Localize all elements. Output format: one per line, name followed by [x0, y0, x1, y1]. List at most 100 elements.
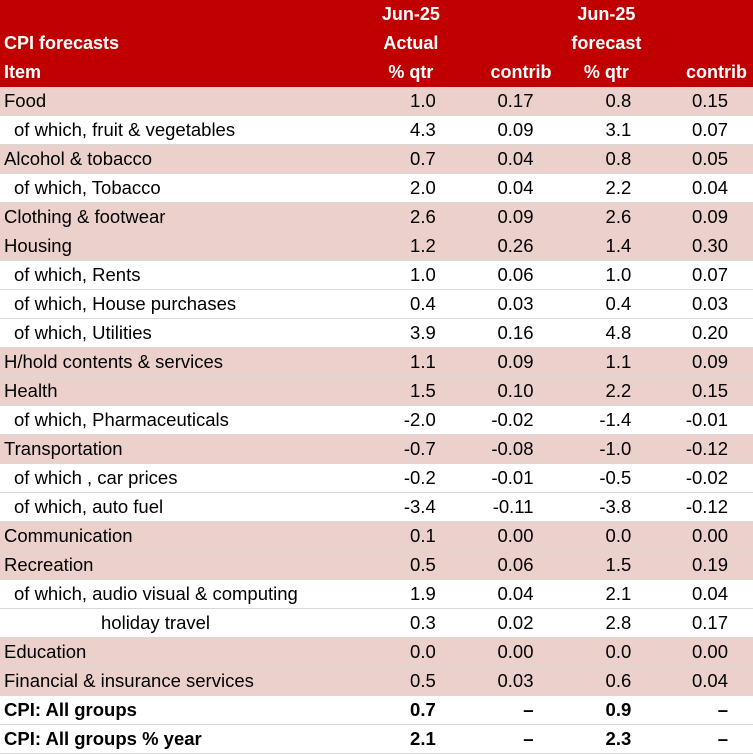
- header-cell: Jun-25: [362, 0, 460, 29]
- header-cell: Actual: [362, 29, 460, 58]
- value-cell: 2.0: [362, 173, 460, 203]
- value-cell: 1.1: [362, 347, 460, 377]
- value-cell: -0.7: [362, 434, 460, 464]
- value-cell: 0.16: [459, 318, 558, 348]
- row-label: of which, auto fuel: [0, 492, 362, 522]
- value-cell: 3.9: [362, 318, 460, 348]
- value-cell: 0.0: [362, 637, 460, 667]
- value-cell: 0.09: [459, 115, 558, 145]
- header-cell: [459, 29, 558, 58]
- row-label: of which, House purchases: [0, 289, 362, 319]
- value-cell: 0.06: [459, 260, 558, 290]
- value-cell: 1.4: [557, 231, 656, 261]
- value-cell: 2.8: [557, 608, 656, 638]
- row-label: Recreation: [0, 550, 362, 580]
- row-label: of which, fruit & vegetables: [0, 115, 362, 145]
- value-cell: 0.04: [459, 173, 558, 203]
- value-cell: 0.15: [655, 87, 753, 116]
- value-cell: 0.09: [655, 347, 753, 377]
- row-label: H/hold contents & services: [0, 347, 362, 377]
- value-cell: -0.01: [655, 405, 753, 435]
- value-cell: 0.4: [557, 289, 656, 319]
- row-label: of which , car prices: [0, 463, 362, 493]
- value-cell: 0.07: [655, 260, 753, 290]
- value-cell: 0.06: [459, 550, 558, 580]
- value-cell: 0.10: [459, 376, 558, 406]
- value-cell: –: [655, 724, 753, 754]
- value-cell: 2.6: [557, 202, 656, 232]
- row-label: of which, Pharmaceuticals: [0, 405, 362, 435]
- header-cell: contrib: [459, 58, 558, 87]
- row-label: Communication: [0, 521, 362, 551]
- value-cell: 0.19: [655, 550, 753, 580]
- value-cell: 0.7: [362, 144, 460, 174]
- header-row-3: Item % qtr contrib % qtr contrib: [0, 58, 753, 87]
- table-row: of which, Pharmaceuticals -2.0 -0.02 -1.4 -0…: [0, 405, 753, 435]
- value-cell: 2.6: [362, 202, 460, 232]
- table-row: holiday travel 0.3 0.02 2.8 0.17: [0, 608, 753, 638]
- value-cell: 0.8: [557, 87, 656, 116]
- header-row-1: Jun-25 Jun-25: [0, 0, 753, 29]
- row-label: CPI: All groups: [0, 695, 362, 725]
- table-row: of which, Utilities 3.9 0.16 4.8 0.20: [0, 318, 753, 348]
- header-cell: Jun-25: [557, 0, 656, 29]
- value-cell: 0.6: [557, 666, 656, 696]
- value-cell: 1.0: [362, 87, 460, 116]
- table-row: Recreation 0.5 0.06 1.5 0.19: [0, 550, 753, 580]
- row-label: Education: [0, 637, 362, 667]
- table-title: CPI forecasts: [0, 29, 362, 58]
- value-cell: -1.4: [557, 405, 656, 435]
- value-cell: -0.08: [459, 434, 558, 464]
- row-label: Housing: [0, 231, 362, 261]
- header-cell: forecast: [557, 29, 656, 58]
- value-cell: -3.8: [557, 492, 656, 522]
- row-label: Transportation: [0, 434, 362, 464]
- value-cell: 0.8: [557, 144, 656, 174]
- value-cell: 1.2: [362, 231, 460, 261]
- value-cell: 0.09: [459, 347, 558, 377]
- header-cell: [0, 0, 362, 29]
- value-cell: 0.0: [557, 637, 656, 667]
- value-cell: 3.1: [557, 115, 656, 145]
- value-cell: 1.9: [362, 579, 460, 609]
- value-cell: 2.2: [557, 173, 656, 203]
- table-row: Financial & insurance services 0.5 0.03 0.6…: [0, 666, 753, 696]
- table-row: of which , car prices -0.2 -0.01 -0.5 -0.02: [0, 463, 753, 493]
- table-row: CPI: All groups % year 2.1–2.3–: [0, 724, 753, 754]
- value-cell: -0.11: [459, 492, 558, 522]
- value-cell: 0.9: [557, 695, 656, 725]
- row-label: of which, Tobacco: [0, 173, 362, 203]
- value-cell: 0.03: [459, 666, 558, 696]
- header-row-2: CPI forecasts Actual forecast: [0, 29, 753, 58]
- table-row: Transportation -0.7 -0.08 -1.0 -0.12: [0, 434, 753, 464]
- value-cell: 0.0: [557, 521, 656, 551]
- value-cell: -0.2: [362, 463, 460, 493]
- value-cell: 1.1: [557, 347, 656, 377]
- table-row: of which, audio visual & computing 1.9 0.0…: [0, 579, 753, 609]
- table-row: of which, auto fuel -3.4 -0.11 -3.8 -0.12: [0, 492, 753, 522]
- row-label: Alcohol & tobacco: [0, 144, 362, 174]
- row-label: of which, audio visual & computing: [0, 579, 362, 609]
- header-cell: [655, 29, 753, 58]
- value-cell: 0.00: [459, 637, 558, 667]
- table-row: of which, Rents 1.0 0.06 1.0 0.07: [0, 260, 753, 290]
- row-label: of which, Rents: [0, 260, 362, 290]
- value-cell: 0.04: [655, 173, 753, 203]
- table-row: of which, Tobacco 2.0 0.04 2.2 0.04: [0, 173, 753, 203]
- value-cell: 0.5: [362, 666, 460, 696]
- value-cell: 4.3: [362, 115, 460, 145]
- value-cell: 2.2: [557, 376, 656, 406]
- value-cell: -0.5: [557, 463, 656, 493]
- value-cell: 1.5: [557, 550, 656, 580]
- value-cell: 0.17: [459, 87, 558, 116]
- value-cell: 0.5: [362, 550, 460, 580]
- row-label: holiday travel: [0, 608, 362, 638]
- value-cell: 0.17: [655, 608, 753, 638]
- value-cell: 0.04: [655, 579, 753, 609]
- row-label: Food: [0, 87, 362, 116]
- header-cell: contrib: [655, 58, 753, 87]
- value-cell: -0.02: [655, 463, 753, 493]
- value-cell: 0.00: [459, 521, 558, 551]
- value-cell: 0.04: [459, 144, 558, 174]
- header-cell: [655, 0, 753, 29]
